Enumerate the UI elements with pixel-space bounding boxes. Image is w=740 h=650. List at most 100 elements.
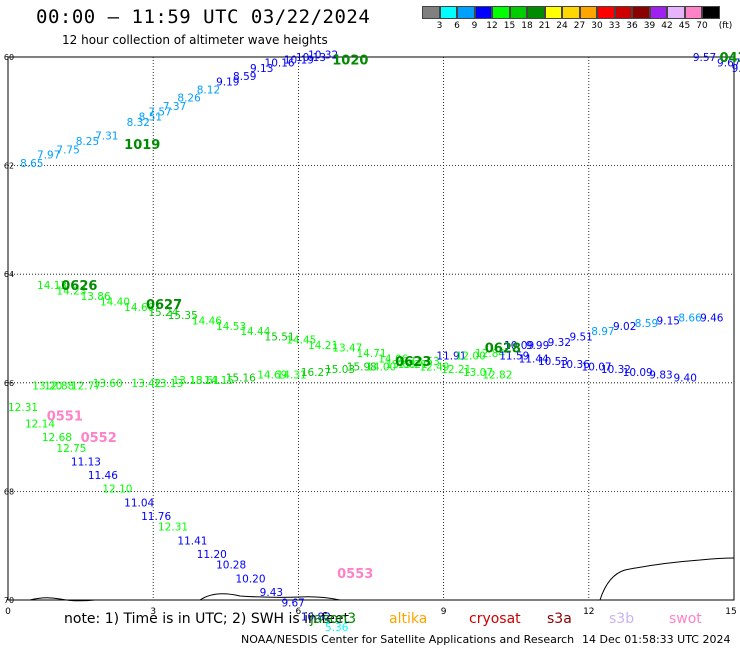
- x-tick-label: 0: [5, 607, 11, 617]
- legend-swatch: [702, 6, 720, 19]
- legend-tick-label: 12: [486, 21, 498, 31]
- track-label: 0552: [81, 431, 117, 446]
- wave-height-value: 13.53: [410, 356, 440, 368]
- wave-height-value: 8.59: [635, 318, 658, 330]
- legend-unit: (ft): [718, 21, 733, 31]
- wave-height-value: 7.75: [56, 144, 79, 156]
- footer-credit: NOAA/NESDIS Center for Satellite Applica…: [241, 633, 575, 646]
- wave-height-value: 13.42: [131, 378, 161, 390]
- wave-height-value: 11.04: [124, 497, 154, 509]
- wave-height-value: 14.31: [277, 370, 307, 382]
- wave-height-value: 7.37: [163, 101, 186, 113]
- wave-height-value: 14.46: [192, 315, 222, 327]
- track-label: 0551: [47, 409, 83, 424]
- track-label: 0627: [146, 298, 182, 313]
- wave-height-value: 12.31: [8, 402, 38, 414]
- x-tick-label: 9: [441, 607, 447, 617]
- wave-height-value: 8.65: [20, 158, 43, 170]
- legend-swatches: [422, 6, 720, 19]
- wave-height-value: 12.00: [456, 351, 486, 363]
- wave-height-value: 10.53: [538, 356, 568, 368]
- wave-height-value: 14.69: [257, 370, 287, 382]
- wave-height-value: 11.46: [88, 470, 118, 482]
- wave-height-value: 14.23: [56, 285, 86, 297]
- y-tick-label: 68: [4, 487, 14, 496]
- legend-swatch: [544, 6, 562, 19]
- wave-height-value: 9.19: [216, 76, 239, 88]
- wave-height-value: 16.27: [301, 367, 331, 379]
- wave-height-value: 13.47: [332, 343, 362, 355]
- wave-height-value: 10.09: [504, 340, 534, 352]
- wave-height-value: 13.61: [190, 375, 220, 387]
- color-legend: 3 6 9 12 15 18 21 24 27 30 33 36 39 42 45 70 (ft): [422, 6, 732, 35]
- wave-height-value: 9.40: [674, 372, 697, 384]
- wave-height-value: 14.44: [240, 326, 270, 338]
- chart-subtitle: 12 hour collection of altimeter wave hei…: [62, 33, 328, 47]
- coastline: [29, 557, 735, 602]
- track-label: 0553: [337, 567, 373, 582]
- wave-height-value: 12.82: [482, 370, 512, 382]
- legend-tick-label: 15: [503, 21, 516, 31]
- wave-height-value: 12.10: [102, 484, 132, 496]
- satellite-s3a: s3a: [547, 611, 572, 627]
- wave-height-value: 9.13: [250, 63, 273, 75]
- wave-height-value: 8.97: [591, 326, 614, 338]
- wave-height-value: 7.97: [37, 150, 60, 162]
- wave-height-value: 14.40: [100, 296, 130, 308]
- footer-timestamp: 14 Dec 01:58:33 UTC 2024: [582, 633, 731, 646]
- wave-height-value: 8.59: [233, 71, 256, 83]
- wave-height-value: 12.77: [71, 381, 101, 393]
- wave-height-value: 9.46: [700, 313, 724, 325]
- y-tick-label: 62: [4, 162, 14, 171]
- wave-height-value: 9.83: [649, 370, 672, 382]
- x-tick-label: 12: [583, 607, 594, 617]
- legend-swatch: [422, 6, 440, 19]
- wave-height-value: 9.67: [281, 598, 304, 610]
- wave-height-value: 14.66: [124, 302, 154, 314]
- legend-swatch: [667, 6, 685, 19]
- legend-tick-label: 24: [556, 21, 568, 31]
- legend-swatch: [649, 6, 667, 19]
- wave-height-value: 8.66: [678, 313, 702, 325]
- wave-height-value: 13.86: [81, 291, 111, 303]
- wave-height-value: 12.21: [441, 364, 471, 376]
- wave-height-value: 13.21: [398, 359, 428, 371]
- wave-height-value: 8.25: [76, 136, 99, 148]
- wave-height-value: 11.44: [519, 353, 549, 365]
- wave-height-value: 11.76: [141, 511, 171, 523]
- legend-tick-label: 6: [454, 21, 460, 31]
- legend-tick-label: 30: [591, 21, 603, 31]
- wave-height-value: 9.02: [613, 321, 636, 333]
- wave-height-value: 10.28: [216, 560, 246, 572]
- wave-height-value: 9.32: [548, 337, 571, 349]
- legend-swatch: [597, 6, 615, 19]
- wave-height-value: 9.43: [260, 587, 283, 599]
- wave-height-value: 9.57: [693, 52, 716, 64]
- wave-height-value: 10.82: [301, 611, 331, 623]
- wave-height-value: 14.71: [356, 348, 386, 360]
- wave-height-value: 14.45: [286, 334, 316, 346]
- legend-swatch: [562, 6, 580, 19]
- wave-height-value: 7.31: [95, 131, 118, 143]
- wave-height-value: 14.00: [366, 362, 396, 374]
- wave-height-value: 13.13: [153, 378, 183, 390]
- legend-swatch: [457, 6, 475, 19]
- legend-tick-label: 3: [436, 21, 443, 31]
- legend-swatch: [474, 6, 492, 19]
- track-label: 0626: [61, 279, 97, 294]
- wave-height-value: 9.99: [526, 340, 549, 352]
- legend-tick-label: 27: [573, 21, 586, 31]
- wave-height-value: 15.51: [265, 332, 295, 344]
- y-tick-label: 60: [4, 53, 14, 62]
- legend-tick-label: 9: [471, 21, 478, 31]
- wave-height-value: 10.32: [308, 49, 338, 61]
- legend-swatch: [614, 6, 632, 19]
- wave-height-value: 14.53: [216, 321, 246, 333]
- legend-tick-label: 21: [538, 21, 551, 31]
- wave-height-value: 8.51: [139, 112, 162, 124]
- wave-height-value: 12.31: [158, 522, 188, 534]
- legend-tick-label: 70: [696, 21, 708, 31]
- wave-height-value: 13.60: [93, 378, 123, 390]
- y-tick-label: 66: [4, 379, 14, 388]
- wave-height-value: 15.35: [168, 310, 198, 322]
